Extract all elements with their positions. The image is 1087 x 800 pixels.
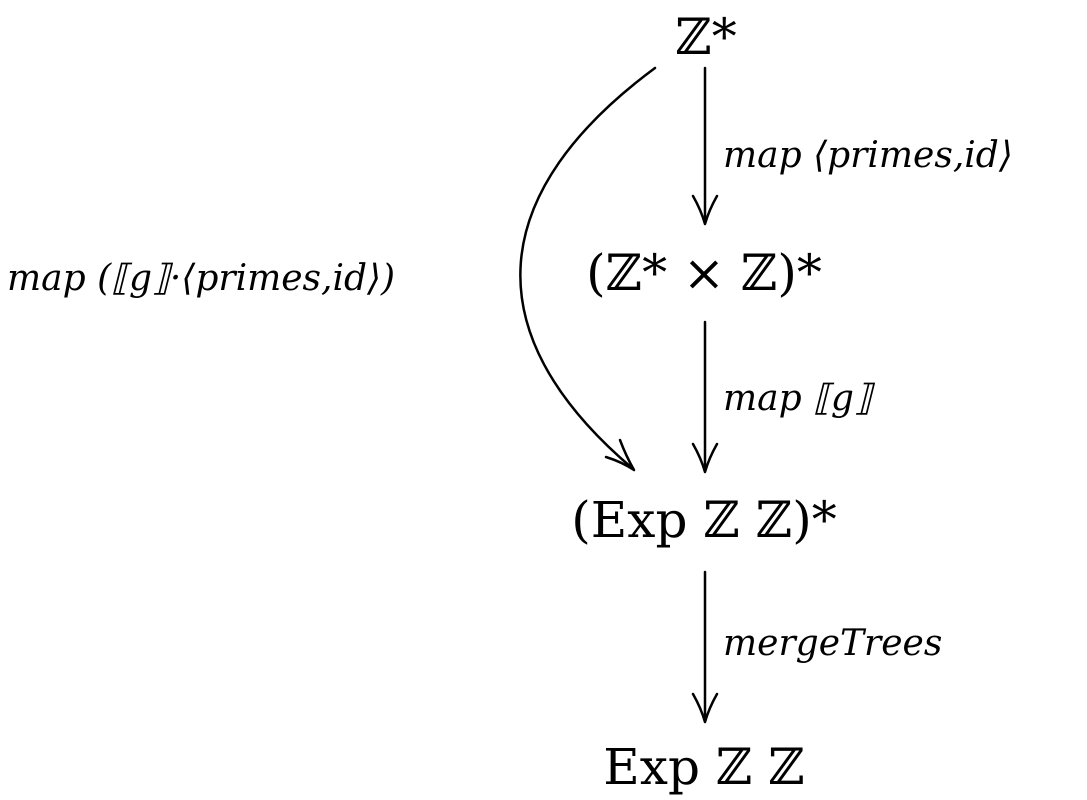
arrow-merge-trees (691, 570, 719, 724)
node-exp-list: (Exp ℤ ℤ)* (571, 491, 837, 549)
node-pair-list: (ℤ* × ℤ)* (586, 244, 822, 302)
node-exp: Exp ℤ ℤ (603, 738, 805, 796)
arrow-map-g (691, 320, 719, 474)
node-z-star: ℤ* (675, 8, 737, 66)
arrow-map-primes-id (691, 66, 719, 226)
label-map-primes-id: map ⟨primes,id⟩ (723, 135, 1013, 176)
label-map-g: map ⟦g⟧ (723, 378, 872, 419)
arrow-map-composed (519, 66, 657, 472)
label-map-composed: map (⟦g⟧·⟨primes,id⟩) (7, 258, 396, 299)
label-merge-trees: mergeTrees (723, 623, 943, 664)
